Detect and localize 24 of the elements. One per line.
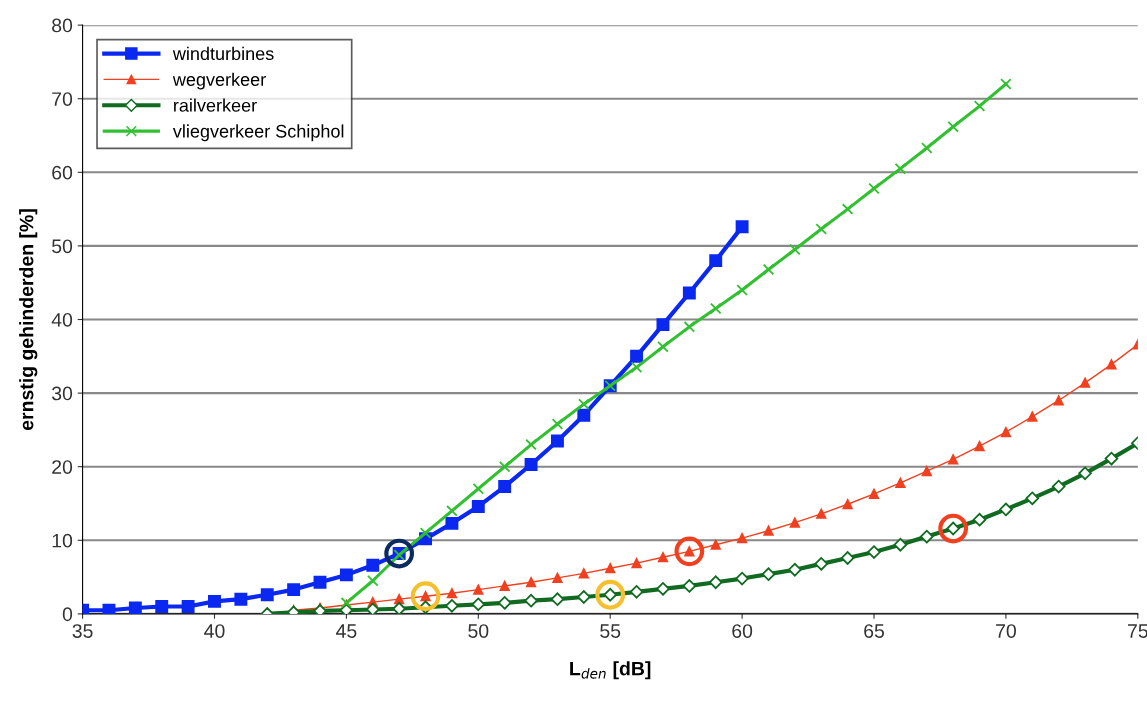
legend-label: windturbines xyxy=(172,46,274,61)
x-tick-label: 75 xyxy=(1128,624,1147,638)
x-tick-label: 60 xyxy=(732,624,753,638)
x-tick-label: 45 xyxy=(336,624,357,638)
x-tick-label: 35 xyxy=(72,624,93,638)
y-tick-label: 0 xyxy=(62,607,73,622)
y-tick-label: 20 xyxy=(52,460,73,474)
legend-label: vliegverkeer Schiphol xyxy=(172,124,344,142)
x-tick-label: 70 xyxy=(996,624,1016,638)
y-tick-label: 80 xyxy=(52,18,73,33)
x-tick-label: 50 xyxy=(468,624,489,638)
y-tick-label: 40 xyxy=(51,312,73,327)
x-axis-title: L$_{den}$ [dB] xyxy=(570,661,651,680)
x-tick-label: 40 xyxy=(204,624,225,638)
legend-label: railverkeer xyxy=(174,98,257,112)
legend-label: wegverkeer xyxy=(172,72,266,90)
y-tick-label: 30 xyxy=(51,386,73,401)
y-tick-label: 10 xyxy=(52,533,73,548)
y-tick-label: 60 xyxy=(52,165,73,180)
y-tick-label: 50 xyxy=(52,239,73,254)
x-tick-label: 65 xyxy=(864,624,885,638)
x-tick-label: 55 xyxy=(600,624,621,638)
y-tick-label: 70 xyxy=(52,92,73,106)
y-axis-title: ernstig gehinderden [%] xyxy=(19,209,38,431)
